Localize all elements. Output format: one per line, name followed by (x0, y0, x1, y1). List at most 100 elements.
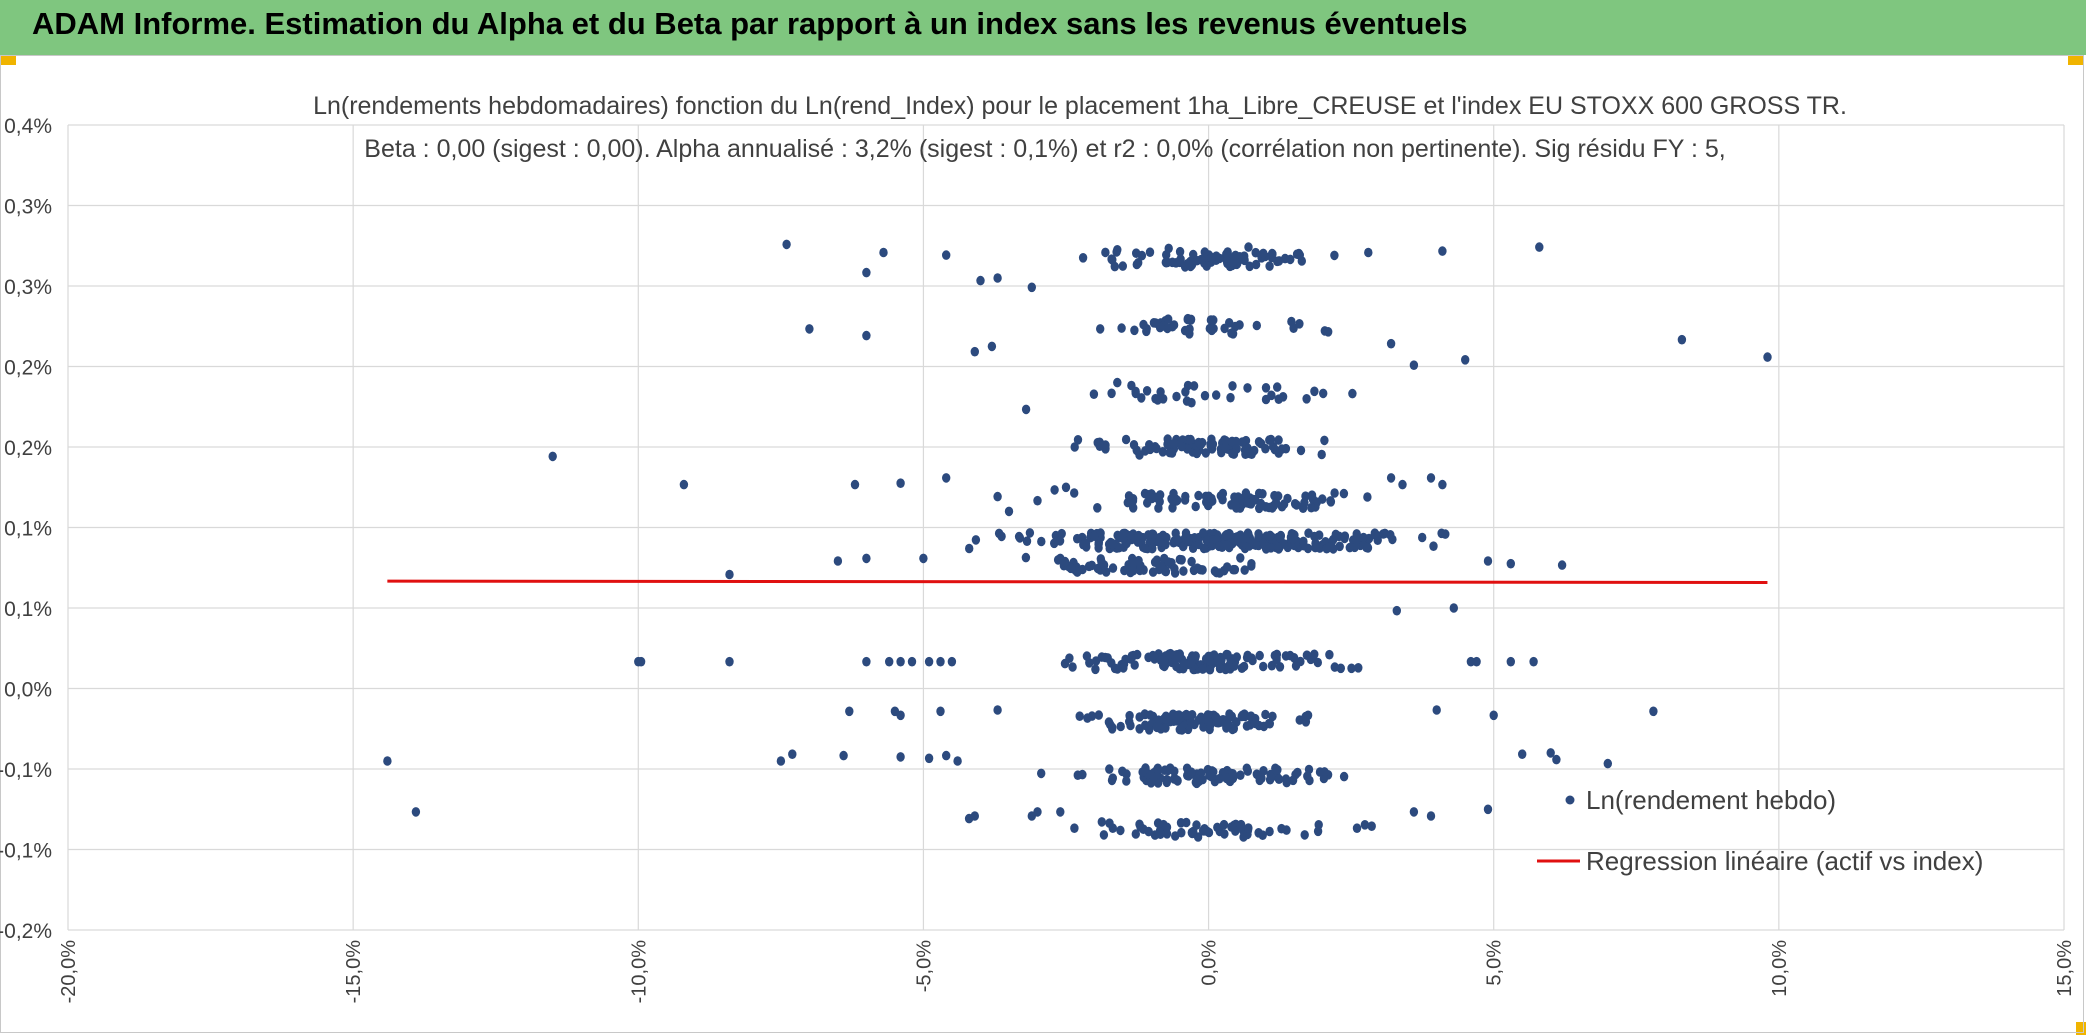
data-point (1304, 764, 1314, 775)
data-point (1158, 447, 1168, 457)
data-point (1037, 768, 1046, 779)
data-point (1119, 528, 1128, 539)
data-point (1070, 823, 1079, 833)
data-point (1170, 766, 1179, 777)
data-point (1135, 819, 1144, 830)
regression-line (387, 579, 1768, 585)
data-point (1096, 554, 1106, 564)
data-point (1021, 552, 1031, 563)
data-point (1227, 711, 1237, 722)
legend-marker-points (1565, 795, 1575, 805)
data-point (896, 656, 905, 667)
data-point (1180, 325, 1190, 336)
data-point (1078, 769, 1087, 780)
data-point (1276, 533, 1285, 543)
data-point (1289, 323, 1298, 334)
data-point (1225, 318, 1234, 328)
data-point (1426, 473, 1436, 483)
data-point (1319, 388, 1328, 399)
data-point (919, 553, 928, 564)
data-point (1282, 825, 1291, 835)
data-point (1290, 499, 1300, 509)
data-point (1107, 775, 1117, 786)
data-point (1304, 528, 1313, 538)
data-point (1162, 257, 1171, 268)
data-point (1065, 653, 1074, 663)
data-point (1187, 556, 1196, 567)
data-point (1182, 709, 1191, 720)
data-point (1168, 503, 1177, 513)
data-point (1226, 392, 1235, 403)
data-point (924, 753, 934, 764)
data-point (1552, 754, 1561, 765)
data-point (1081, 538, 1091, 549)
data-point (833, 556, 843, 566)
data-point (1557, 560, 1567, 570)
data-point (1194, 776, 1204, 787)
data-point (1244, 823, 1253, 833)
x-tick-label: -5,0% (913, 940, 935, 992)
x-tick-label: -10,0% (628, 940, 650, 1004)
data-point (1250, 718, 1260, 728)
data-point (1299, 536, 1308, 547)
data-point (1649, 706, 1658, 717)
data-point (1165, 649, 1174, 659)
data-point (1170, 568, 1180, 578)
data-point (1207, 493, 1216, 504)
data-point (1156, 387, 1165, 397)
data-point (1200, 247, 1210, 257)
data-point (1164, 243, 1173, 254)
data-point (862, 267, 871, 278)
data-point (1168, 257, 1177, 268)
data-point (1082, 651, 1092, 661)
y-tick-label: 0,2% (4, 357, 52, 380)
data-point (1206, 441, 1216, 451)
data-point (1252, 769, 1262, 779)
data-point (1144, 652, 1153, 663)
data-point (1068, 662, 1077, 672)
data-point (1243, 528, 1253, 538)
data-point (1160, 765, 1170, 775)
data-point (1187, 658, 1196, 668)
data-point (1182, 817, 1191, 828)
data-point (1177, 441, 1186, 452)
data-point (1360, 820, 1370, 830)
data-point (1191, 651, 1200, 661)
data-point (845, 706, 854, 717)
data-point (1359, 532, 1368, 543)
data-point (924, 656, 934, 667)
data-point (1120, 565, 1129, 576)
data-point (987, 341, 997, 352)
data-point (1181, 387, 1190, 397)
data-point (1209, 323, 1218, 334)
data-point (1154, 503, 1163, 513)
data-point (1118, 261, 1128, 271)
data-point (1265, 261, 1274, 271)
data-point (1386, 338, 1396, 349)
data-point (1182, 763, 1192, 774)
data-point (1146, 710, 1155, 720)
data-point (1432, 705, 1441, 715)
data-point (1518, 749, 1527, 759)
data-point (1302, 394, 1311, 404)
data-point (976, 275, 985, 286)
data-point (1004, 506, 1014, 517)
data-point (1265, 826, 1274, 837)
data-point (1229, 257, 1239, 267)
data-point (1153, 395, 1162, 405)
data-point (1247, 559, 1256, 569)
data-point (1288, 534, 1298, 544)
data-point (1230, 661, 1239, 671)
data-point (1362, 542, 1371, 553)
data-point (1307, 490, 1317, 501)
data-point (1546, 748, 1555, 758)
data-point (1212, 390, 1221, 400)
data-point (1315, 767, 1325, 777)
data-point (1170, 438, 1179, 449)
data-point (1311, 542, 1320, 553)
data-point (1129, 440, 1139, 450)
x-tick-label: 10,0% (1769, 940, 1791, 997)
data-point (1330, 250, 1339, 261)
data-point (1274, 543, 1283, 553)
data-point (725, 569, 734, 580)
